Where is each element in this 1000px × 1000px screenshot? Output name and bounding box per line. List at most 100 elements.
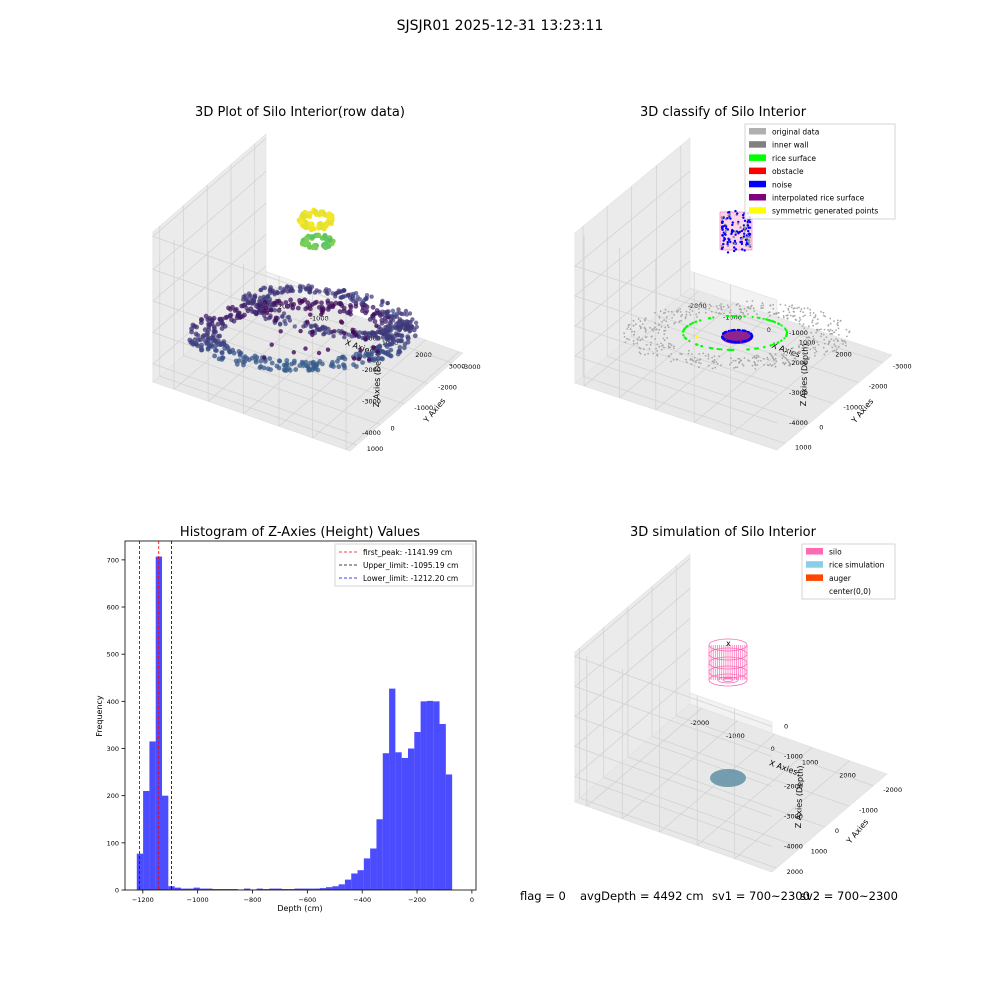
original-data-point [811,321,814,324]
y-axis-label: Frequency [95,695,104,737]
data-point [258,307,263,312]
data-point [290,305,296,311]
noise-point [745,236,749,240]
original-data-point [818,329,821,331]
figure-title: SJSJR01 2025-12-31 13:23:11 [396,18,604,34]
original-data-point [844,344,847,347]
original-data-point [669,343,672,345]
silo-wireframe [708,638,748,687]
original-data-point [720,308,723,311]
original-data-point [756,364,759,366]
original-data-point [704,354,707,357]
original-data-point [798,316,801,319]
original-data-point [790,354,792,357]
original-data-point [648,347,651,350]
data-point [359,301,364,306]
original-data-point [788,305,791,308]
original-data-point [753,310,756,312]
original-data-point [782,310,785,313]
y-tick-label: 400 [107,698,119,706]
original-data-point [717,312,720,315]
original-data-point [691,306,694,309]
noise-point [726,251,730,254]
y-gridline [183,355,381,425]
noise-point [739,226,742,229]
original-data-point [660,325,663,328]
rice-surface-point [718,348,721,351]
legend-label: auger [829,574,852,583]
original-data-point [760,305,763,307]
rice-surface-point [733,314,736,318]
x-gridline [278,327,393,427]
histogram-bar [294,888,301,890]
data-point [364,295,369,301]
original-data-point [782,316,785,319]
original-data-point [747,313,749,315]
histogram-bar [332,886,339,890]
data-point [336,301,342,306]
data-point [304,213,310,219]
original-data-point [628,323,631,326]
x-gridline [312,339,426,439]
data-point [308,324,314,330]
original-data-point [836,319,839,322]
original-data-point [669,346,672,349]
histogram-bar [351,873,358,890]
original-data-point [715,305,718,307]
x-tick-label: 2000 [835,351,852,359]
data-point [240,359,246,365]
histogram-bar [212,889,219,890]
x-gridline [619,302,735,399]
original-data-point [730,357,732,360]
original-data-point [644,336,647,338]
x-gridline [207,303,322,402]
original-data-point [656,350,659,352]
z-gridline [574,200,778,364]
silo-ring [708,665,748,679]
rice-surface-point [758,316,761,320]
histogram-bar [344,879,352,890]
original-data-point [814,348,817,351]
legend-swatch [749,128,766,135]
legend-label: Upper_limit: -1095.19 cm [363,561,458,570]
data-point [220,321,226,327]
original-data-point [808,325,810,328]
original-data-point [757,360,760,362]
noise-point [738,340,741,344]
data-point [410,325,415,330]
original-data-point [664,326,666,329]
data-point [189,329,195,335]
data-point [264,310,270,316]
noise-point [724,331,727,334]
original-data-point [729,311,731,314]
original-data-point [789,314,792,317]
data-point [388,353,394,359]
original-data-point [663,319,665,321]
classify-3d-plot: -2000 -1000 0 1000 2000 -3000 -2000 -1000 0 1000 -… [574,105,912,451]
original-data-point [745,310,748,312]
original-data-point [792,315,794,318]
data-point [342,335,347,340]
noise-point [722,242,725,246]
original-data-point [631,330,633,333]
original-data-point [813,338,815,340]
original-data-point [762,304,765,307]
noise-point [721,220,724,223]
rice-surface-point [746,348,749,351]
data-point [237,314,242,319]
noise-point [740,242,744,246]
original-data-point [773,359,776,361]
data-point [364,308,370,314]
data-point [279,290,284,295]
original-data-point [673,322,676,325]
original-data-point [833,343,836,346]
noise-point [748,236,752,239]
y-gridline [579,797,777,869]
original-data-point [844,340,846,343]
data-point [363,330,368,335]
original-data-point [799,310,802,313]
original-data-point [804,339,807,342]
original-data-point [823,353,826,356]
noise-point [731,229,735,233]
z-gridline [152,202,351,371]
